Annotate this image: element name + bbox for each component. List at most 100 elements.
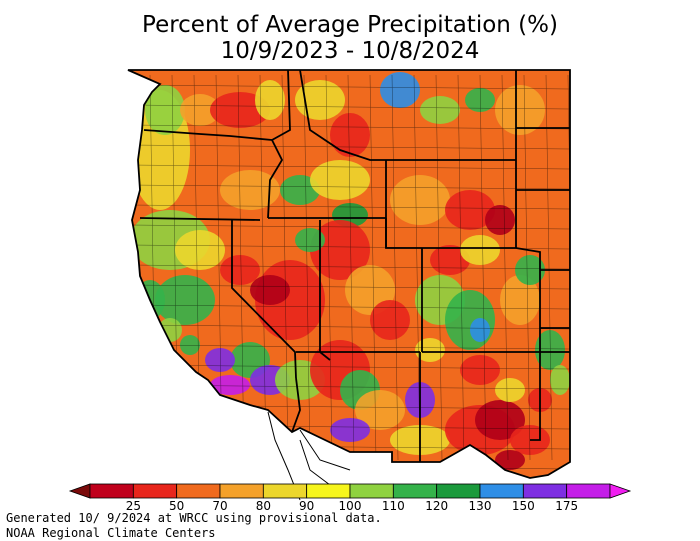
county-line [479, 74, 487, 461]
legend-box [392, 483, 438, 499]
id-west-border [271, 69, 291, 141]
precip-region [175, 230, 225, 270]
precip-region [180, 335, 200, 355]
county-line [501, 74, 509, 461]
legend-boxes [68, 483, 632, 499]
ut-wy-border [385, 218, 422, 249]
county-line [129, 204, 570, 210]
precip-region [155, 275, 215, 325]
precip-region [475, 400, 525, 440]
legend-box [262, 483, 308, 499]
precip-region [280, 175, 320, 205]
legend-colorbar: 25 50 70 80 90 100 110 120 130 150 175 [68, 483, 632, 513]
legend-tick-label: 90 [299, 499, 314, 513]
precipitation-field [128, 70, 570, 478]
county-line [545, 74, 553, 461]
co-east-border [515, 247, 541, 352]
precip-region [310, 160, 370, 200]
precip-region [210, 92, 270, 128]
legend-tick-label: 80 [256, 499, 271, 513]
precip-region [255, 80, 285, 120]
county-line [129, 124, 570, 130]
ca-nv-border [231, 220, 297, 379]
precip-region [295, 228, 325, 252]
county-line [523, 74, 531, 461]
precip-region [515, 255, 545, 285]
precip-region [495, 378, 525, 402]
legend-tick-label: 150 [512, 499, 535, 513]
county-line [129, 344, 570, 350]
county-line [369, 74, 377, 461]
legend-box [176, 483, 221, 499]
county-line [129, 284, 570, 290]
county-line [129, 164, 570, 170]
county-line [259, 74, 267, 461]
generated-note: Generated 10/ 9/2024 at WRCC using provi… [6, 511, 382, 525]
nm-tx-border [530, 352, 541, 441]
legend-tick-label: 70 [212, 499, 227, 513]
precip-region [535, 330, 565, 370]
west-outline [127, 69, 571, 479]
precip-region [370, 300, 410, 340]
legend-tick-label: 100 [339, 499, 362, 513]
legend-box [219, 483, 264, 499]
legend-box [306, 483, 351, 499]
county-line [129, 244, 570, 250]
precip-region [250, 275, 290, 305]
precip-region [145, 85, 185, 135]
legend-tick-label: 120 [425, 499, 448, 513]
or-ca-border [139, 217, 261, 221]
legend-tick-labels: 25 50 70 80 90 100 110 120 130 150 175 [126, 499, 578, 513]
legend-arrow-high [609, 483, 632, 499]
id-mt-border [299, 69, 386, 161]
county-line [325, 74, 333, 461]
county-line [347, 74, 355, 461]
precip-region [390, 175, 450, 225]
precip-region [220, 170, 280, 210]
county-line [435, 74, 443, 461]
precip-region [158, 318, 182, 342]
map-date-range: 10/9/2023 - 10/8/2024 [220, 38, 480, 64]
precip-region [330, 113, 370, 157]
precip-region [495, 85, 545, 135]
precip-region [180, 94, 220, 126]
legend-box [349, 483, 394, 499]
county-line [129, 264, 570, 270]
precip-region [460, 355, 500, 385]
precip-region [355, 390, 405, 430]
precip-region [220, 255, 260, 285]
legend-tick-label: 50 [169, 499, 184, 513]
precip-region [430, 245, 470, 275]
precip-region [330, 418, 370, 442]
county-line [129, 184, 570, 190]
source-note: NOAA Regional Climate Centers [6, 526, 216, 540]
precip-region [495, 450, 525, 470]
county-line [129, 224, 570, 230]
county-line [237, 74, 245, 461]
county-line [567, 74, 570, 461]
sonora-outline [299, 429, 351, 471]
or-id-border [267, 139, 284, 219]
precip-region [500, 275, 540, 325]
precip-region [470, 318, 490, 342]
county-line [129, 104, 570, 110]
county-line [129, 304, 570, 310]
county-line [457, 74, 465, 461]
county-line [129, 84, 570, 90]
legend-box [566, 483, 611, 499]
precip-region [460, 235, 500, 265]
precip-region [420, 96, 460, 124]
precip-region [380, 72, 420, 108]
county-line [129, 324, 570, 330]
precip-region [485, 205, 515, 235]
precip-region [310, 220, 370, 280]
legend-arrow-low [68, 483, 91, 499]
county-line [129, 144, 570, 150]
legend-tick-label: 25 [126, 499, 141, 513]
precip-region [205, 348, 235, 372]
county-line [129, 364, 570, 370]
legend-tick-label: 175 [555, 499, 578, 513]
legend-box [436, 483, 481, 499]
precip-region [210, 375, 250, 395]
